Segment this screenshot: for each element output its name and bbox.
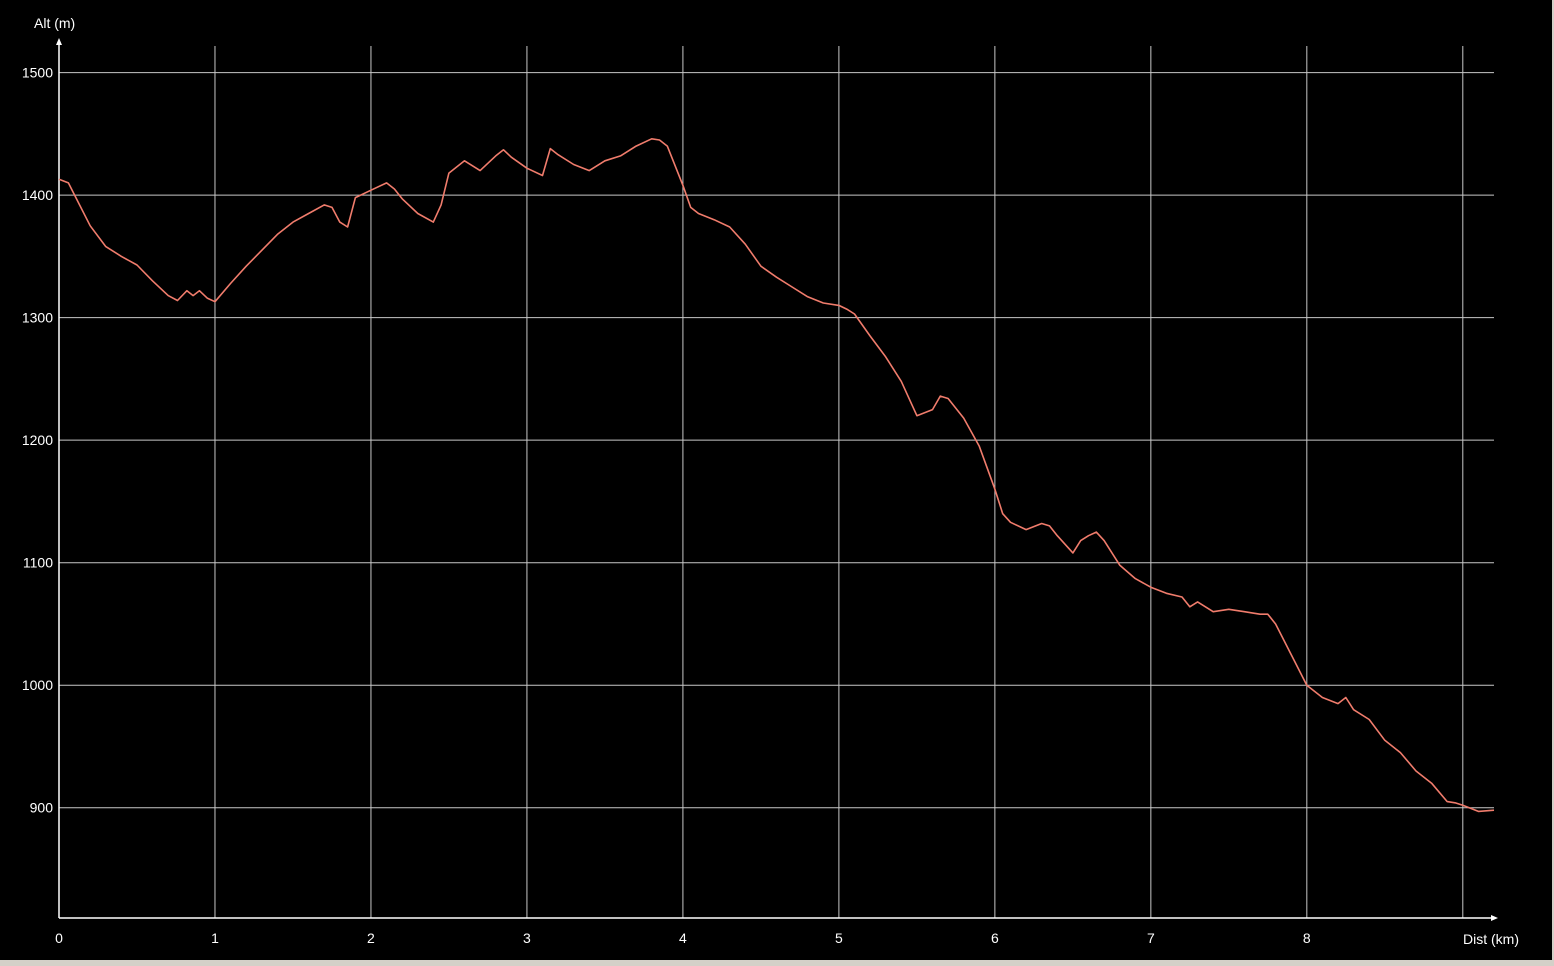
x-tick-label: 1 xyxy=(211,930,219,946)
grid xyxy=(58,46,1494,918)
y-axis-arrow xyxy=(56,38,62,45)
elevation-line xyxy=(58,138,1495,813)
y-tick-label: 1100 xyxy=(23,555,53,571)
x-axis-title: Dist (km) xyxy=(1463,931,1519,947)
x-tick-label: 3 xyxy=(523,930,531,946)
x-tick-label: 2 xyxy=(367,930,375,946)
x-tick-label: 7 xyxy=(1147,930,1155,946)
series xyxy=(58,138,1495,813)
y-tick-label: 900 xyxy=(30,800,54,816)
y-tick-label: 1200 xyxy=(22,432,53,448)
x-tick-label: 5 xyxy=(835,930,843,946)
x-tick-label: 6 xyxy=(991,930,999,946)
x-tick-label: 4 xyxy=(679,930,687,946)
y-axis-title: Alt (m) xyxy=(34,15,75,31)
x-tick-label: 0 xyxy=(55,930,63,946)
axes xyxy=(56,38,1498,921)
y-tick-label: 1000 xyxy=(22,677,53,693)
x-axis-arrow xyxy=(1491,915,1498,921)
y-tick-label: 1400 xyxy=(22,187,53,203)
y-tick-label: 1300 xyxy=(22,310,53,326)
y-tick-label: 1500 xyxy=(22,65,53,81)
tick-labels: 900 1000 1100 1200 1300 1400 1500 0 1 2 3 4 5 6 7 8 xyxy=(22,65,1311,946)
x-tick-label: 8 xyxy=(1303,930,1311,946)
